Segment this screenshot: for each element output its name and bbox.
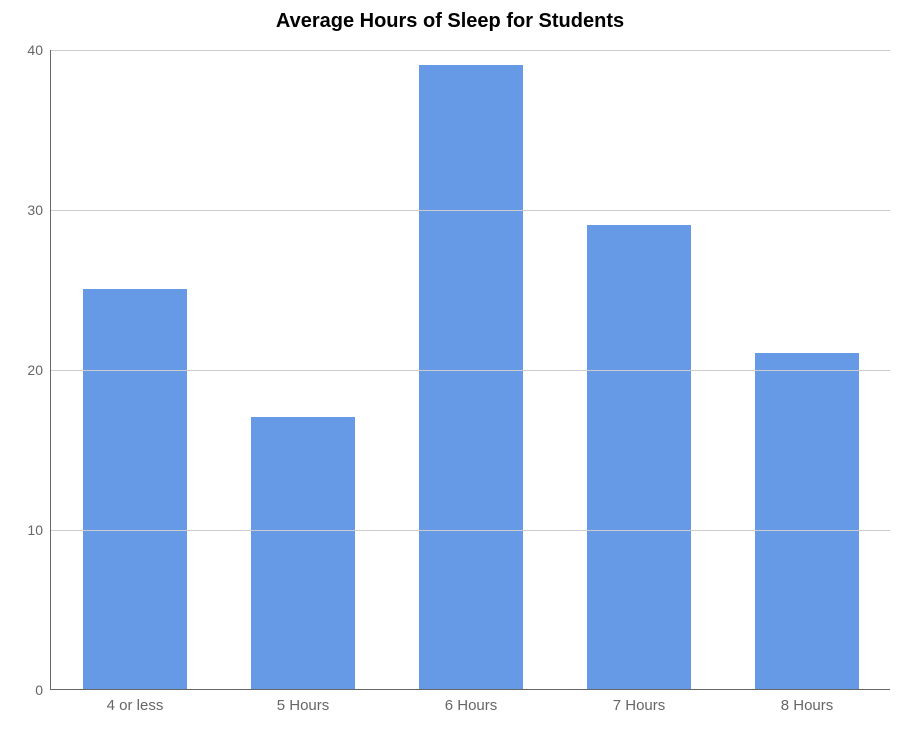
gridline bbox=[51, 370, 890, 371]
y-tick-label: 0 bbox=[35, 682, 51, 698]
y-tick-label: 20 bbox=[27, 362, 51, 378]
y-tick-label: 10 bbox=[27, 522, 51, 538]
gridline bbox=[51, 210, 890, 211]
y-tick-label: 40 bbox=[27, 42, 51, 58]
bar bbox=[83, 289, 187, 689]
gridline bbox=[51, 530, 890, 531]
y-tick-label: 30 bbox=[27, 202, 51, 218]
chart-container: Average Hours of Sleep for Students 0102… bbox=[0, 0, 900, 730]
x-tick-label: 5 Hours bbox=[277, 689, 330, 714]
x-tick-label: 4 or less bbox=[107, 689, 164, 714]
plot-area: 0102030404 or less5 Hours6 Hours7 Hours8… bbox=[50, 50, 890, 690]
bar bbox=[419, 65, 523, 689]
x-tick-label: 8 Hours bbox=[781, 689, 834, 714]
gridline bbox=[51, 50, 890, 51]
bar bbox=[587, 225, 691, 689]
bar bbox=[251, 417, 355, 689]
chart-title: Average Hours of Sleep for Students bbox=[0, 10, 900, 33]
bar bbox=[755, 353, 859, 689]
x-tick-label: 6 Hours bbox=[445, 689, 498, 714]
x-tick-label: 7 Hours bbox=[613, 689, 666, 714]
